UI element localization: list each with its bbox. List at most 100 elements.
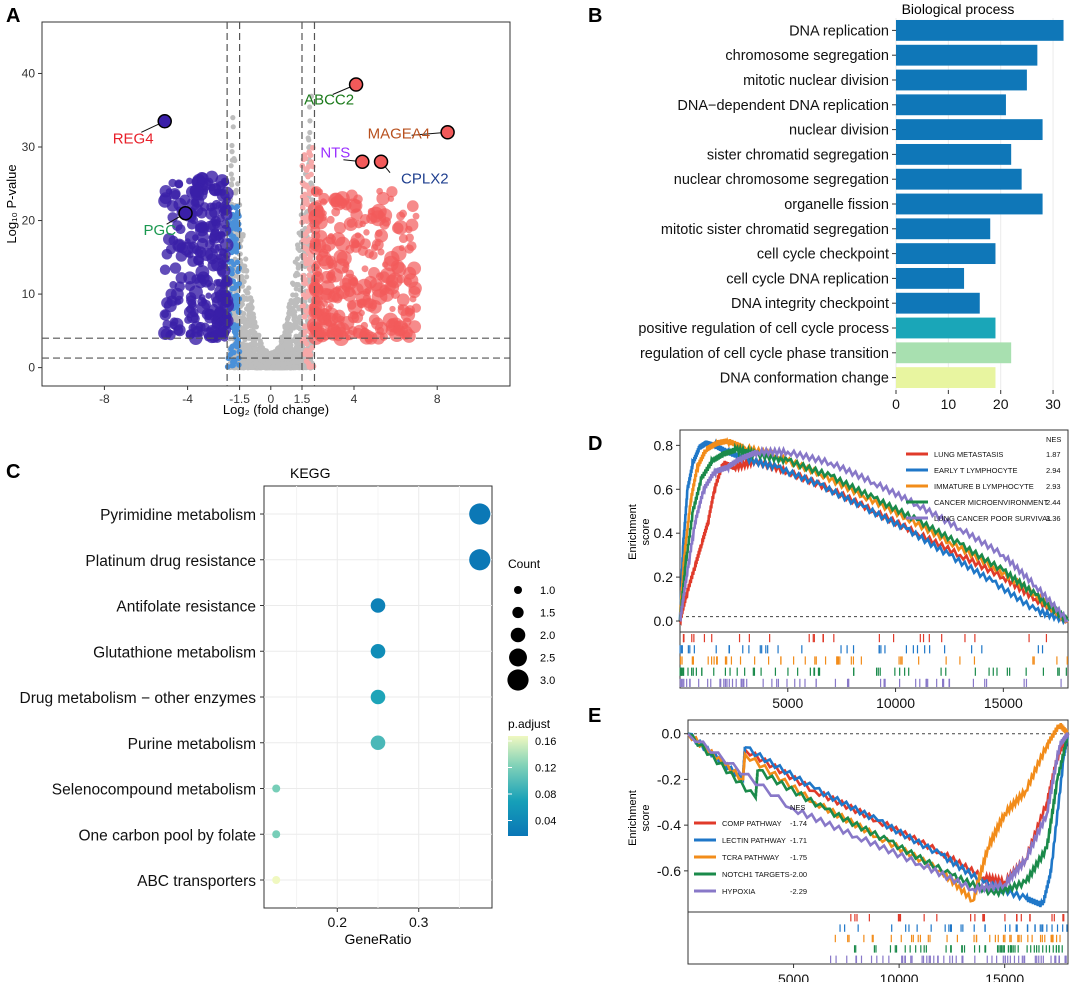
volcano-point-up	[332, 286, 340, 295]
volcano-gene-label: PGC	[144, 222, 177, 239]
volcano-point-down	[159, 264, 171, 276]
kegg-xtick-label: 0.3	[409, 914, 429, 930]
volcano-point-down-minor	[228, 258, 235, 265]
volcano-point-ns	[243, 267, 249, 273]
volcano-point-down	[174, 281, 185, 292]
volcano-point-ns	[296, 358, 302, 364]
volcano-point-ns	[292, 313, 298, 319]
volcano-point-up	[310, 224, 321, 235]
volcano-point-down	[193, 254, 205, 266]
volcano-point-down	[218, 230, 226, 239]
panel-label-b: B	[588, 5, 602, 27]
gsea-ytick-label: 0.0	[654, 613, 674, 629]
volcano-point-ns	[279, 336, 285, 342]
volcano-point-up	[359, 220, 366, 228]
volcano-point-ns	[287, 301, 293, 307]
volcano-point-up	[343, 217, 358, 232]
gsea-ytick-label: 0.0	[662, 726, 682, 742]
gsea-legend-nes: 2.44	[1046, 498, 1061, 507]
volcano-point-down	[201, 299, 211, 310]
volcano-point-up-minor	[307, 352, 314, 358]
gsea-legend-nes: 2.93	[1046, 482, 1061, 491]
legend-items: 1.0 1.5 2.0 2.5 3.0 0.16 0.12 0.08 0.04	[507, 585, 556, 828]
volcano-point-down-minor	[233, 220, 240, 227]
volcano-point-down	[201, 188, 209, 195]
volcano-point-down	[176, 242, 188, 254]
bp-title: Biological process	[902, 1, 1015, 17]
volcano-point-up	[371, 238, 384, 251]
gsea-ytick-label: -0.6	[657, 863, 681, 879]
volcano-point-up-minor	[303, 239, 310, 245]
volcano-point-down	[215, 201, 222, 209]
volcano-point-up-minor	[308, 159, 315, 165]
volcano-point-up	[329, 192, 344, 208]
volcano-point-ns	[233, 314, 240, 320]
volcano-point-up	[311, 273, 321, 284]
volcano-point-ns	[307, 118, 313, 124]
bp-bars	[896, 19, 1064, 389]
volcano-point-ns	[290, 292, 296, 298]
bp-xtick-label: 10	[941, 396, 957, 412]
kegg-dots	[272, 503, 491, 884]
volcano-point-up	[364, 333, 374, 343]
volcano-point-up	[308, 210, 324, 226]
volcano-point-down	[209, 207, 220, 218]
bp-category-label: DNA integrity checkpoint	[731, 296, 889, 312]
legend-count-dot	[507, 669, 529, 691]
volcano-point-up	[341, 265, 349, 273]
gsea-legend-nes: -2.00	[790, 870, 807, 879]
gsea-negative: 0.0 -0.2 -0.4 -0.6 5000 10000 15000 COMP PATHW…	[627, 719, 1070, 982]
bp-bar	[896, 218, 991, 240]
legend-padj-label: 0.12	[535, 763, 556, 775]
volcano-point-up	[379, 332, 388, 341]
legend-count-label: 3.0	[540, 675, 555, 687]
bp-xtick-label: 30	[1045, 396, 1061, 412]
volcano-point-up	[347, 276, 357, 286]
volcano-point-ns	[242, 263, 248, 269]
volcano-point-down-minor	[231, 328, 238, 335]
volcano-point-up-minor	[301, 277, 307, 283]
volcano-point-down	[159, 185, 172, 198]
volcano-point-up	[308, 305, 322, 319]
volcano-plot: REG4 PGC ABCC2 NTS CPLX2 MAGEA4 -8 -4 -1.5 0 1.5 4…	[4, 21, 511, 417]
volcano-axes: -8 -4 -1.5 0 1.5 4 8 0 10 20 30 40	[22, 66, 441, 406]
volcano-point-ns	[230, 124, 236, 130]
volcano-point-up-minor	[304, 218, 310, 224]
volcano-point-down	[214, 307, 225, 318]
gsea-e-legend: COMP PATHWAY -1.74 LECTIN PATHWAY -1.71 TCRA…	[694, 803, 807, 896]
volcano-point-up-minor	[303, 358, 310, 365]
kegg-dot	[370, 598, 386, 613]
gsea-legend-name: NOTCH1 TARGETS	[722, 870, 790, 879]
gsea-d-ylabel-2: score	[640, 519, 652, 546]
volcano-points	[158, 93, 422, 371]
volcano-point-ns	[243, 256, 249, 262]
volcano-ytick-label: 0	[28, 361, 35, 375]
volcano-point-ns	[229, 182, 235, 188]
gsea-e-ylabel-2: score	[640, 805, 652, 832]
volcano-point-ns	[265, 358, 272, 364]
volcano-point-down-minor	[236, 227, 243, 233]
volcano-ytick-label: 10	[22, 287, 36, 301]
volcano-point-down	[169, 317, 179, 326]
volcano-point-down	[211, 219, 218, 226]
volcano-point-ns	[307, 129, 313, 136]
volcano-point-up-minor	[303, 257, 310, 264]
gsea-legend-name: LUNG CANCER POOR SURVIVAL	[934, 514, 1051, 523]
volcano-point-up	[409, 295, 417, 303]
volcano-point-up-minor	[301, 244, 307, 251]
volcano-gene-label: REG4	[113, 130, 154, 147]
volcano-point-up	[404, 308, 414, 317]
volcano-point-up	[334, 222, 346, 234]
volcano-point-ns	[285, 314, 291, 321]
volcano-gene-label: MAGEA4	[368, 125, 431, 142]
volcano-point-down-minor	[233, 205, 239, 211]
volcano-point-ns	[247, 295, 254, 302]
kegg-category-label: Platinum drug resistance	[85, 553, 256, 570]
volcano-point-down-minor	[234, 336, 240, 343]
kegg-dot	[370, 643, 386, 659]
gsea-legend-name: HYPOXIA	[722, 887, 755, 896]
volcano-point-ns	[249, 341, 256, 347]
volcano-point-ns	[308, 180, 314, 186]
kegg-category-label: Purine metabolism	[128, 736, 256, 753]
volcano-point-up	[367, 207, 375, 215]
